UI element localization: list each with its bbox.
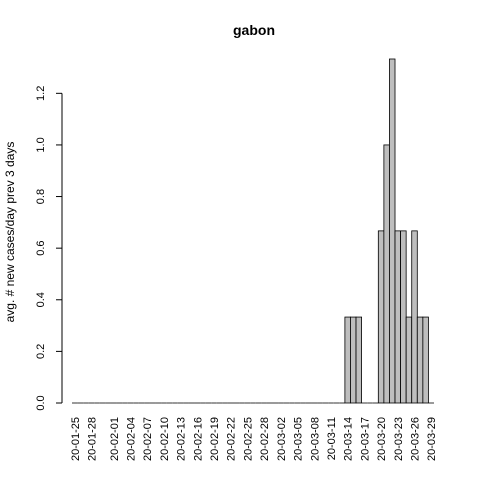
y-tick-label: 0.8	[35, 189, 47, 204]
y-tick-label: 0.4	[35, 292, 47, 307]
x-tick-label: 20-03-05	[293, 417, 305, 461]
bar-20-03-27	[416, 316, 424, 404]
bar-20-03-26	[411, 230, 418, 404]
x-tick-label: 20-03-17	[359, 417, 371, 461]
x-tick-label: 20-02-19	[209, 417, 221, 461]
y-tick-label: 0.6	[35, 241, 47, 256]
y-tick-label: 1.0	[35, 137, 47, 152]
x-tick-label: 20-02-25	[242, 417, 254, 461]
bars-group	[72, 58, 434, 404]
x-tick-label: 20-03-23	[393, 417, 405, 461]
x-tick-label: 20-01-25	[70, 417, 82, 461]
x-tick-label: 20-03-26	[410, 417, 422, 461]
x-tick-label: 20-03-08	[309, 417, 321, 461]
bar-20-03-21	[383, 144, 390, 404]
y-tick-label: 0.0	[35, 395, 47, 410]
x-tick-label: 20-03-20	[376, 417, 388, 461]
x-tick-label: 20-02-01	[109, 417, 121, 461]
x-tick-label: 20-02-07	[142, 417, 154, 461]
x-axis: 20-01-25 20-01-28 20-02-01 20-02-04 20-02-07…	[70, 417, 438, 461]
y-axis-label: avg. # new cases/day prev 3 days	[3, 142, 17, 323]
bar-20-03-25	[405, 316, 413, 404]
bar-20-03-23	[394, 230, 401, 404]
bar-20-03-15	[350, 316, 357, 404]
x-tick-label: 20-02-10	[159, 417, 171, 461]
x-tick-label: 20-03-02	[276, 417, 288, 461]
bar-20-03-28	[422, 316, 429, 404]
x-tick-label: 20-02-04	[125, 417, 137, 461]
bar-20-03-16	[355, 316, 362, 404]
x-tick-label: 20-01-28	[86, 417, 98, 461]
bar-20-03-22	[389, 58, 396, 404]
y-axis: 0.0 0.2 0.4 0.6 0.8 1.0 1.2	[35, 86, 63, 411]
chart-title: gabon	[233, 22, 275, 38]
x-tick-label: 20-02-13	[176, 417, 188, 461]
x-tick-label: 20-02-16	[192, 417, 204, 461]
bar-20-03-20	[377, 230, 385, 404]
x-tick-label: 20-03-11	[326, 417, 338, 460]
bar-20-03-14	[344, 316, 351, 404]
bar-20-03-24	[400, 230, 407, 404]
x-tick-label: 20-02-22	[226, 417, 238, 461]
y-tick-label: 0.2	[35, 344, 47, 359]
x-tick-label: 20-03-14	[343, 417, 355, 461]
x-tick-label: 20-02-28	[259, 417, 271, 461]
y-tick-label: 1.2	[35, 86, 47, 101]
x-tick-label: 20-03-29	[426, 417, 438, 461]
